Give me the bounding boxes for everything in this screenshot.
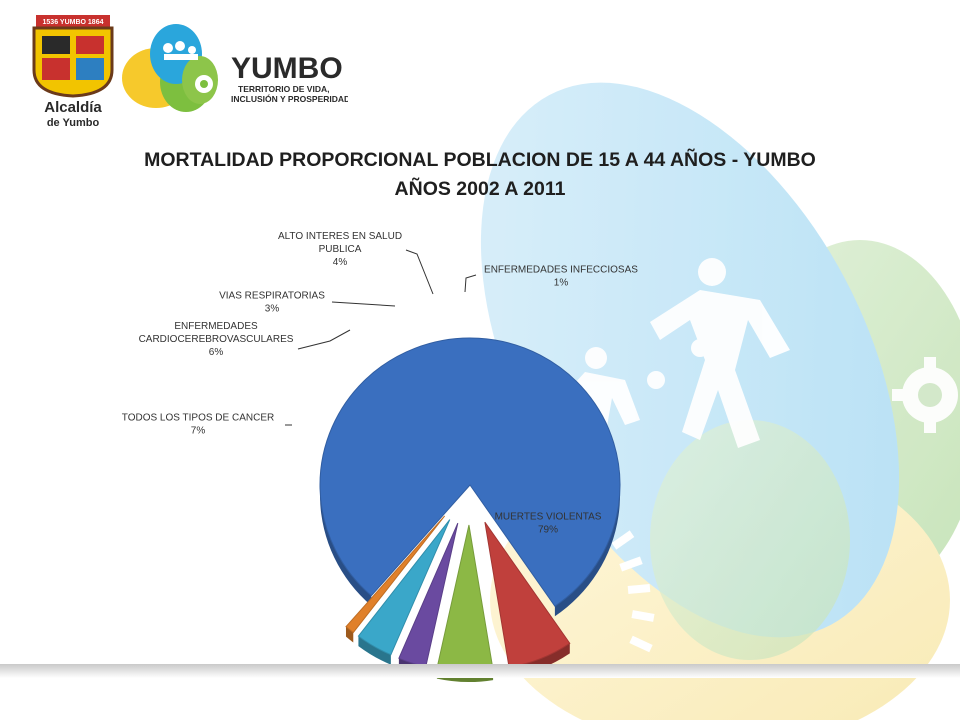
leader-line-respiratorias	[331, 301, 396, 307]
data-label-pct-cardio: 6%	[209, 347, 224, 358]
data-label-pct-respiratorias: 3%	[265, 304, 280, 315]
brand-name: YUMBO	[231, 52, 343, 85]
data-label-cardio: ENFERMEDADES	[174, 321, 258, 332]
data-label-salud_publica: PUBLICA	[319, 244, 362, 255]
slogan-line2: INCLUSIÓN Y PROSPERIDAD	[231, 93, 348, 104]
pie-slice-cardio	[436, 524, 494, 682]
data-label-pct-infecciosas: 1%	[554, 278, 569, 289]
municipality-line1: Alcaldía	[44, 99, 102, 116]
data-label-infecciosas: ENFERMEDADES INFECCIOSAS	[484, 265, 638, 276]
pie-slice-violentas	[319, 337, 621, 617]
slogan-line1: TERRITORIO DE VIDA,	[238, 84, 329, 94]
data-label-violentas: MUERTES VIOLENTAS	[495, 512, 602, 523]
gear-icon	[892, 357, 958, 433]
yumbo-brand-logo: YUMBO TERRITORIO DE VIDA, INCLUSIÓN Y PR…	[122, 24, 348, 112]
data-label-cancer: TODOS LOS TIPOS DE CANCER	[122, 413, 274, 424]
data-label-salud_publica: ALTO INTERES EN SALUD	[278, 231, 402, 242]
municipality-line2: de Yumbo	[47, 117, 100, 129]
footer-bar	[0, 664, 960, 678]
leader-line-infecciosas	[464, 274, 477, 293]
chart-title-line2: AÑOS 2002 A 2011	[394, 178, 566, 200]
sun-rays-icon	[611, 530, 655, 653]
seal-text: 1536 YUMBO 1864	[43, 19, 104, 26]
leader-line-cardio	[297, 329, 351, 350]
data-label-pct-salud_publica: 4%	[333, 257, 348, 268]
pie-slice-infecciosas	[345, 515, 446, 643]
chart-title: MORTALIDAD PROPORCIONAL POBLACION DE 15 …	[100, 146, 860, 204]
bg-green-petal-lower	[650, 420, 850, 660]
data-label-pct-violentas: 79%	[538, 525, 558, 536]
data-label-respiratorias: VIAS RESPIRATORIAS	[219, 291, 325, 302]
data-label-pct-cancer: 7%	[191, 426, 206, 437]
alcaldia-logo: 1536 YUMBO 1864 Alcaldía de Yumbo	[32, 15, 114, 129]
data-label-cardio: CARDIOCEREBROVASCULARES	[139, 334, 294, 345]
seal-banner	[36, 15, 110, 27]
leader-line-salud_publica	[405, 249, 434, 295]
chart-title-line1: MORTALIDAD PROPORCIONAL POBLACION DE 15 …	[144, 149, 816, 171]
pie-slice-salud_publica	[357, 519, 451, 665]
